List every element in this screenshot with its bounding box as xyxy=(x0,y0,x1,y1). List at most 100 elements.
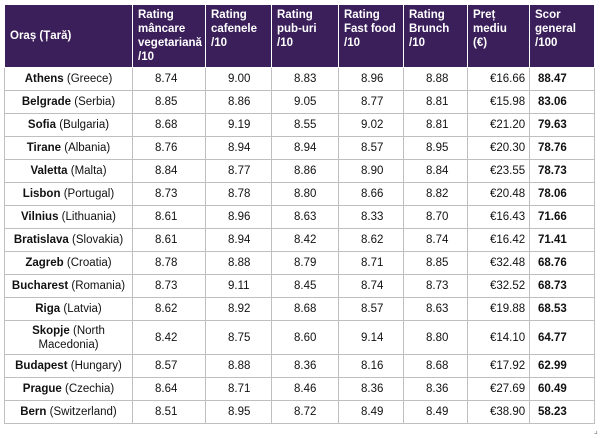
city-name: Prague xyxy=(22,383,62,395)
table-row: Bucharest (Romania) 8.73 9.11 8.45 8.74 8.73 €… xyxy=(4,274,595,298)
city-cell: Vilnius (Lithuania) xyxy=(4,205,133,229)
country-name: (Serbia) xyxy=(74,96,116,108)
country-name: (Slovakia) xyxy=(72,234,124,246)
city-name: Vilnius xyxy=(20,211,59,223)
city-cell: Skopje (North Macedonia) xyxy=(4,320,133,355)
city-cell: Zagreb (Croatia) xyxy=(4,251,133,275)
col-header-veg: Rating mâncare vegetariană /10 xyxy=(132,4,206,68)
price-cell: €14.10 xyxy=(467,320,530,355)
city-name: Tirane xyxy=(26,142,62,154)
city-name: Bucharest xyxy=(11,280,69,292)
ranking-table-container: Oraș (Țară) Rating mâncare vegetariană /… xyxy=(4,4,595,424)
table-row: Athens (Greece) 8.74 9.00 8.83 8.96 8.88 €16.6… xyxy=(4,67,595,91)
score-cell: 68.73 xyxy=(529,274,595,298)
country-name: (Hungary) xyxy=(70,360,122,372)
country-name: (North Macedonia) xyxy=(38,324,105,351)
cafe-rating-cell: 8.78 xyxy=(205,182,272,206)
country-name: (Lithuania) xyxy=(61,211,117,223)
city-cell: Lisbon (Portugal) xyxy=(4,182,133,206)
brunch-rating-cell: 8.80 xyxy=(403,320,468,355)
city-name: Belgrade xyxy=(21,96,72,108)
price-cell: €21.20 xyxy=(467,113,530,137)
fastfood-rating-cell: 8.33 xyxy=(338,205,404,229)
city-name: Lisbon xyxy=(22,188,61,200)
table-row: Tirane (Albania) 8.76 8.94 8.94 8.57 8.95 €20.… xyxy=(4,136,595,160)
score-cell: 78.06 xyxy=(529,182,595,206)
pub-rating-cell: 8.80 xyxy=(271,182,339,206)
col-header-price: Preț mediu (€) xyxy=(467,4,530,68)
city-name: Skopje xyxy=(32,324,70,337)
city-cell: Prague (Czechia) xyxy=(4,377,133,401)
pub-rating-cell: 8.86 xyxy=(271,159,339,183)
price-cell: €23.55 xyxy=(467,159,530,183)
veg-rating-cell: 8.42 xyxy=(132,320,206,355)
pub-rating-cell: 8.79 xyxy=(271,251,339,275)
table-row: Budapest (Hungary) 8.57 8.88 8.36 8.16 8.68 €1… xyxy=(4,354,595,378)
price-cell: €16.42 xyxy=(467,228,530,252)
col-header-city: Oraș (Țară) xyxy=(4,4,133,68)
cafe-rating-cell: 8.88 xyxy=(205,354,272,378)
score-cell: 78.73 xyxy=(529,159,595,183)
cafe-rating-cell: 8.94 xyxy=(205,228,272,252)
country-name: (Latvia) xyxy=(63,303,102,315)
score-cell: 71.41 xyxy=(529,228,595,252)
veg-rating-cell: 8.64 xyxy=(132,377,206,401)
table-row: Sofia (Bulgaria) 8.68 9.19 8.55 9.02 8.81 €21.… xyxy=(4,113,595,137)
pub-rating-cell: 8.46 xyxy=(271,377,339,401)
pub-rating-cell: 8.36 xyxy=(271,354,339,378)
col-header-brunch: Rating Brunch /10 xyxy=(403,4,468,68)
veg-rating-cell: 8.76 xyxy=(132,136,206,160)
cafe-rating-cell: 8.88 xyxy=(205,251,272,275)
fastfood-rating-cell: 8.71 xyxy=(338,251,404,275)
country-name: (Malta) xyxy=(70,165,107,177)
table-resize-handle[interactable]: ⌟ xyxy=(594,426,598,435)
brunch-rating-cell: 8.81 xyxy=(403,113,468,137)
pub-rating-cell: 8.42 xyxy=(271,228,339,252)
veg-rating-cell: 8.73 xyxy=(132,182,206,206)
col-header-fastfood: Rating Fast food /10 xyxy=(338,4,404,68)
pub-rating-cell: 8.60 xyxy=(271,320,339,355)
price-cell: €15.98 xyxy=(467,90,530,114)
price-cell: €20.30 xyxy=(467,136,530,160)
price-cell: €32.52 xyxy=(467,274,530,298)
table-row: Bratislava (Slovakia) 8.61 8.94 8.42 8.62 8.7… xyxy=(4,228,595,252)
city-cell: Riga (Latvia) xyxy=(4,297,133,321)
city-cell: Valetta (Malta) xyxy=(4,159,133,183)
country-name: (Bulgaria) xyxy=(59,119,110,131)
table-row: Belgrade (Serbia) 8.85 8.86 9.05 8.77 8.81 €15… xyxy=(4,90,595,114)
city-food-ranking-table: Oraș (Țară) Rating mâncare vegetariană /… xyxy=(4,4,595,424)
brunch-rating-cell: 8.49 xyxy=(403,400,468,424)
country-name: (Switzerland) xyxy=(49,406,117,418)
fastfood-rating-cell: 8.49 xyxy=(338,400,404,424)
city-cell: Bern (Switzerland) xyxy=(4,400,133,424)
header-row: Oraș (Țară) Rating mâncare vegetariană /… xyxy=(4,4,595,68)
col-header-pub: Rating pub-uri /10 xyxy=(271,4,339,68)
veg-rating-cell: 8.61 xyxy=(132,205,206,229)
veg-rating-cell: 8.85 xyxy=(132,90,206,114)
table-row: Zagreb (Croatia) 8.78 8.88 8.79 8.71 8.85 €32.… xyxy=(4,251,595,275)
veg-rating-cell: 8.84 xyxy=(132,159,206,183)
brunch-rating-cell: 8.63 xyxy=(403,297,468,321)
veg-rating-cell: 8.68 xyxy=(132,113,206,137)
table-row: Valetta (Malta) 8.84 8.77 8.86 8.90 8.84 €23.5… xyxy=(4,159,595,183)
table-row: Bern (Switzerland) 8.51 8.95 8.72 8.49 8.49 €3… xyxy=(4,400,595,424)
veg-rating-cell: 8.51 xyxy=(132,400,206,424)
score-cell: 60.49 xyxy=(529,377,595,401)
veg-rating-cell: 8.61 xyxy=(132,228,206,252)
veg-rating-cell: 8.78 xyxy=(132,251,206,275)
country-name: (Portugal) xyxy=(63,188,115,200)
cafe-rating-cell: 8.77 xyxy=(205,159,272,183)
score-cell: 64.77 xyxy=(529,320,595,355)
city-cell: Bucharest (Romania) xyxy=(4,274,133,298)
pub-rating-cell: 8.55 xyxy=(271,113,339,137)
cafe-rating-cell: 8.75 xyxy=(205,320,272,355)
score-cell: 58.23 xyxy=(529,400,595,424)
col-header-score: Scor general /100 xyxy=(529,4,595,68)
city-cell: Sofia (Bulgaria) xyxy=(4,113,133,137)
city-name: Budapest xyxy=(15,360,68,372)
city-cell: Belgrade (Serbia) xyxy=(4,90,133,114)
fastfood-rating-cell: 8.66 xyxy=(338,182,404,206)
city-name: Athens xyxy=(24,73,64,85)
brunch-rating-cell: 8.81 xyxy=(403,90,468,114)
brunch-rating-cell: 8.85 xyxy=(403,251,468,275)
